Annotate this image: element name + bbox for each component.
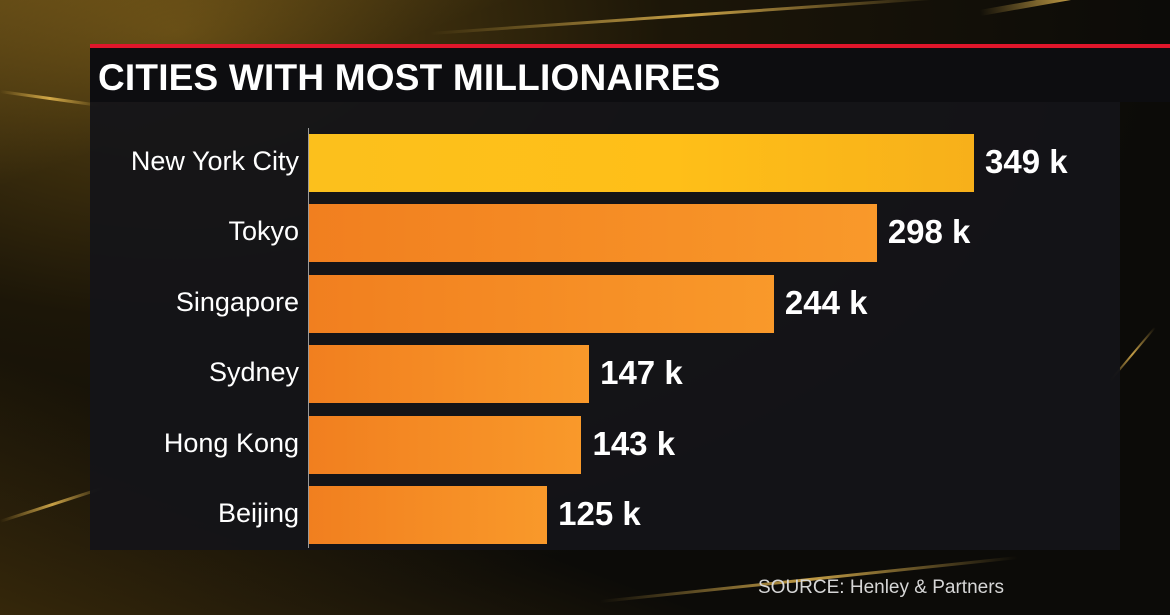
bar (309, 204, 877, 263)
value-label: 147 k (600, 354, 683, 392)
source-caption: SOURCE: Henley & Partners (758, 577, 1005, 598)
category-label: Sydney (208, 357, 299, 388)
category-label: New York City (130, 146, 299, 176)
bar (309, 345, 590, 404)
category-label: Hong Kong (163, 427, 299, 458)
category-label: Beijing (217, 498, 299, 528)
title-bar (90, 44, 1170, 102)
value-label: 125 k (558, 495, 641, 532)
value-label: 143 k (592, 424, 676, 462)
value-label: 349 k (985, 143, 1068, 180)
value-label: 298 k (887, 213, 971, 251)
category-label: Singapore (175, 286, 299, 317)
y-axis-line (308, 128, 309, 548)
bar (309, 486, 548, 544)
value-label: 244 k (784, 283, 868, 321)
bar (309, 415, 582, 474)
bar (309, 274, 774, 333)
chart-title: CITIES WITH MOST MILLIONAIRES (98, 57, 721, 98)
category-label: Tokyo (228, 216, 299, 247)
bar (309, 134, 974, 192)
